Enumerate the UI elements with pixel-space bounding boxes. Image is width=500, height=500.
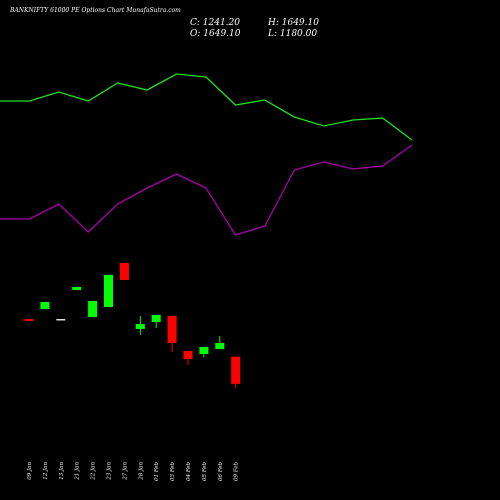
low-label: L: 1180.00 [267,29,317,39]
line-series [0,144,413,236]
x-tick-label: 04 Feb [186,462,192,482]
candle-body [151,315,161,322]
candle-body [119,263,129,280]
candle-body [104,275,113,307]
candle-body [183,351,193,359]
x-tick-label: 05 Feb [202,462,208,482]
chart-title: BANKNIFTY 61000 PE Options Chart MunafaS… [9,7,181,14]
x-tick-label: 12 Jan [43,462,49,480]
x-tick-label: 22 Jan [91,462,97,481]
candle-body [88,301,98,317]
candle-body [56,319,66,321]
candle-body [24,319,34,321]
candle-body [215,343,225,349]
x-tick-label: 09 Jan [27,462,33,480]
x-tick-label: 01 Feb [154,462,160,482]
high-label: H: 1649.10 [267,18,319,28]
open-label: O: 1649.10 [190,29,241,39]
candle-body [167,316,177,343]
candle-body [72,287,82,290]
close-label: C: 1241.20 [190,18,240,28]
x-tick-label: 03 Feb [170,462,176,482]
x-tick-label: 21 Jan [75,462,81,481]
x-tick-label: 27 Jan [122,462,128,481]
candle-body [231,356,241,384]
candle-body [40,302,50,309]
candle-body [135,324,145,329]
x-tick-label: 09 Feb [234,462,240,482]
x-tick-label: 06 Feb [218,462,224,482]
x-tick-label: 13 Jan [59,462,65,480]
x-tick-label: 23 Jan [107,462,113,481]
x-tick-label: 28 Jan [138,462,144,481]
candle-body [199,347,209,354]
line-series [0,73,413,141]
